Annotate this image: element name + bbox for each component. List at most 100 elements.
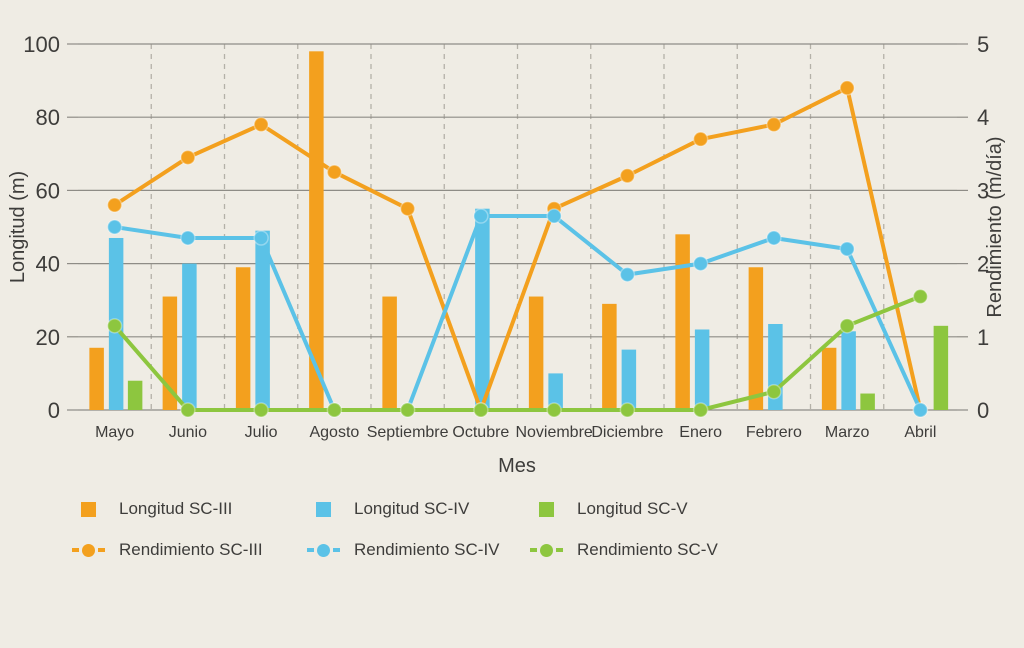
bar-longitud-sc-iii bbox=[382, 296, 397, 410]
bar-longitud-sc-v bbox=[860, 393, 875, 410]
left-tick-label: 60 bbox=[36, 178, 60, 203]
bar-longitud-sc-iv bbox=[694, 329, 710, 410]
bar-longitud-sc-iii bbox=[528, 296, 544, 410]
month-label: Enero bbox=[679, 424, 722, 441]
line-marker-icon bbox=[305, 543, 341, 557]
marker-rendimiento-sc-iv bbox=[180, 230, 196, 246]
left-axis-title: Longitud (m) bbox=[7, 171, 29, 283]
right-tick-label: 1 bbox=[977, 325, 989, 350]
legend-item-longitud-sc-v: Longitud SC-V bbox=[528, 499, 688, 519]
marker-rendimiento-sc-v bbox=[106, 318, 123, 334]
legend-label: Longitud SC-V bbox=[577, 499, 688, 518]
month-label: Junio bbox=[169, 424, 207, 441]
marker-rendimiento-sc-v bbox=[399, 402, 416, 418]
bar-longitud-sc-iii bbox=[309, 51, 324, 410]
x-axis-title: Mes bbox=[498, 455, 536, 477]
month-label: Diciembre bbox=[591, 424, 663, 441]
right-axis-title: Rendimiento (m/día) bbox=[984, 136, 1006, 317]
marker-rendimiento-sc-v bbox=[912, 288, 929, 305]
month-label: Julio bbox=[245, 424, 278, 441]
marker-rendimiento-sc-iv bbox=[766, 230, 782, 246]
marker-rendimiento-sc-iii bbox=[766, 116, 782, 133]
legend-row-lines: Rendimiento SC-III Rendimiento SC-IV Ren… bbox=[70, 540, 718, 560]
right-tick-label: 3 bbox=[977, 178, 989, 203]
marker-rendimiento-sc-iv bbox=[839, 241, 855, 257]
bar-longitud-sc-iv bbox=[548, 373, 563, 410]
marker-rendimiento-sc-iii bbox=[619, 168, 636, 184]
bar-longitud-sc-iv bbox=[621, 349, 637, 410]
marker-rendimiento-sc-v bbox=[326, 402, 343, 418]
right-tick-label: 2 bbox=[977, 252, 989, 277]
marker-rendimiento-sc-iii bbox=[399, 200, 416, 217]
marker-rendimiento-sc-iv bbox=[106, 219, 123, 235]
marker-rendimiento-sc-v bbox=[180, 402, 196, 418]
line-rendimiento-sc-v bbox=[112, 294, 923, 412]
bar-swatch-icon bbox=[70, 501, 106, 517]
legend-item-rendimiento-sc-iii: Rendimiento SC-III bbox=[70, 540, 305, 560]
marker-rendimiento-sc-iv bbox=[546, 208, 562, 224]
marker-rendimiento-sc-iv bbox=[473, 208, 489, 224]
marker-rendimiento-sc-iv bbox=[619, 266, 636, 283]
left-tick-label: 100 bbox=[23, 32, 60, 57]
bar-longitud-sc-iv bbox=[841, 331, 856, 410]
legend-item-longitud-sc-iii: Longitud SC-III bbox=[70, 499, 305, 519]
right-tick-label: 4 bbox=[977, 105, 989, 130]
marker-rendimiento-sc-iv bbox=[253, 230, 269, 246]
marker-rendimiento-sc-iii bbox=[326, 164, 343, 180]
left-tick-label: 40 bbox=[36, 252, 60, 277]
bar-longitud-sc-iii bbox=[821, 347, 837, 410]
marker-rendimiento-sc-v bbox=[473, 402, 489, 418]
bar-longitud-sc-iii bbox=[162, 296, 178, 410]
right-tick-label: 0 bbox=[977, 398, 989, 423]
month-label: Marzo bbox=[825, 424, 870, 441]
marker-rendimiento-sc-v bbox=[253, 402, 269, 418]
left-tick-label: 80 bbox=[36, 105, 60, 130]
legend-label: Rendimiento SC-V bbox=[577, 540, 718, 559]
marker-rendimiento-sc-v bbox=[619, 402, 636, 418]
right-tick-label: 5 bbox=[977, 32, 989, 57]
legend-label: Longitud SC-IV bbox=[354, 499, 470, 518]
bar-longitud-sc-iii bbox=[89, 347, 104, 410]
legend-label: Rendimiento SC-IV bbox=[354, 540, 500, 559]
month-label: Mayo bbox=[95, 424, 134, 441]
bar-longitud-sc-iv bbox=[255, 230, 270, 410]
bar-longitud-sc-iii bbox=[602, 303, 617, 410]
line-rendimiento-sc-iii bbox=[112, 85, 923, 412]
month-label: Febrero bbox=[746, 424, 802, 441]
legend-item-longitud-sc-iv: Longitud SC-IV bbox=[305, 499, 528, 519]
legend-item-rendimiento-sc-iv: Rendimiento SC-IV bbox=[305, 540, 528, 560]
marker-rendimiento-sc-iv bbox=[912, 402, 929, 418]
marker-rendimiento-sc-v bbox=[546, 402, 562, 418]
line-rendimiento-sc-iv bbox=[112, 214, 923, 412]
marker-rendimiento-sc-v bbox=[766, 383, 782, 400]
month-label: Octubre bbox=[452, 424, 509, 441]
month-label: Septiembre bbox=[367, 424, 449, 441]
bar-longitud-sc-iii bbox=[235, 267, 251, 410]
bar-longitud-sc-v bbox=[933, 325, 949, 410]
chart-legend: Longitud SC-III Longitud SC-IV Longitud … bbox=[70, 499, 718, 560]
legend-item-rendimiento-sc-v: Rendimiento SC-V bbox=[528, 540, 718, 560]
month-label: Abril bbox=[904, 424, 936, 441]
month-label: Agosto bbox=[309, 424, 359, 441]
legend-label: Longitud SC-III bbox=[119, 499, 233, 518]
left-tick-label: 20 bbox=[36, 325, 60, 350]
month-label: Noviembre bbox=[515, 424, 592, 441]
bar-longitud-sc-iii bbox=[748, 267, 764, 410]
bar-longitud-sc-iv bbox=[475, 208, 490, 410]
line-marker-icon bbox=[528, 543, 564, 557]
bar-swatch-icon bbox=[305, 501, 341, 517]
line-marker-icon bbox=[70, 543, 106, 557]
bar-longitud-sc-v bbox=[127, 380, 143, 410]
left-tick-label: 0 bbox=[48, 398, 60, 423]
marker-rendimiento-sc-v bbox=[692, 402, 709, 418]
marker-rendimiento-sc-iii bbox=[253, 116, 269, 133]
legend-row-bars: Longitud SC-III Longitud SC-IV Longitud … bbox=[70, 499, 718, 519]
marker-rendimiento-sc-iv bbox=[692, 255, 709, 272]
legend-label: Rendimiento SC-III bbox=[119, 540, 263, 559]
marker-rendimiento-sc-iii bbox=[692, 131, 709, 147]
marker-rendimiento-sc-v bbox=[839, 318, 855, 334]
bar-longitud-sc-iv bbox=[182, 263, 197, 410]
marker-rendimiento-sc-iii bbox=[180, 149, 196, 166]
